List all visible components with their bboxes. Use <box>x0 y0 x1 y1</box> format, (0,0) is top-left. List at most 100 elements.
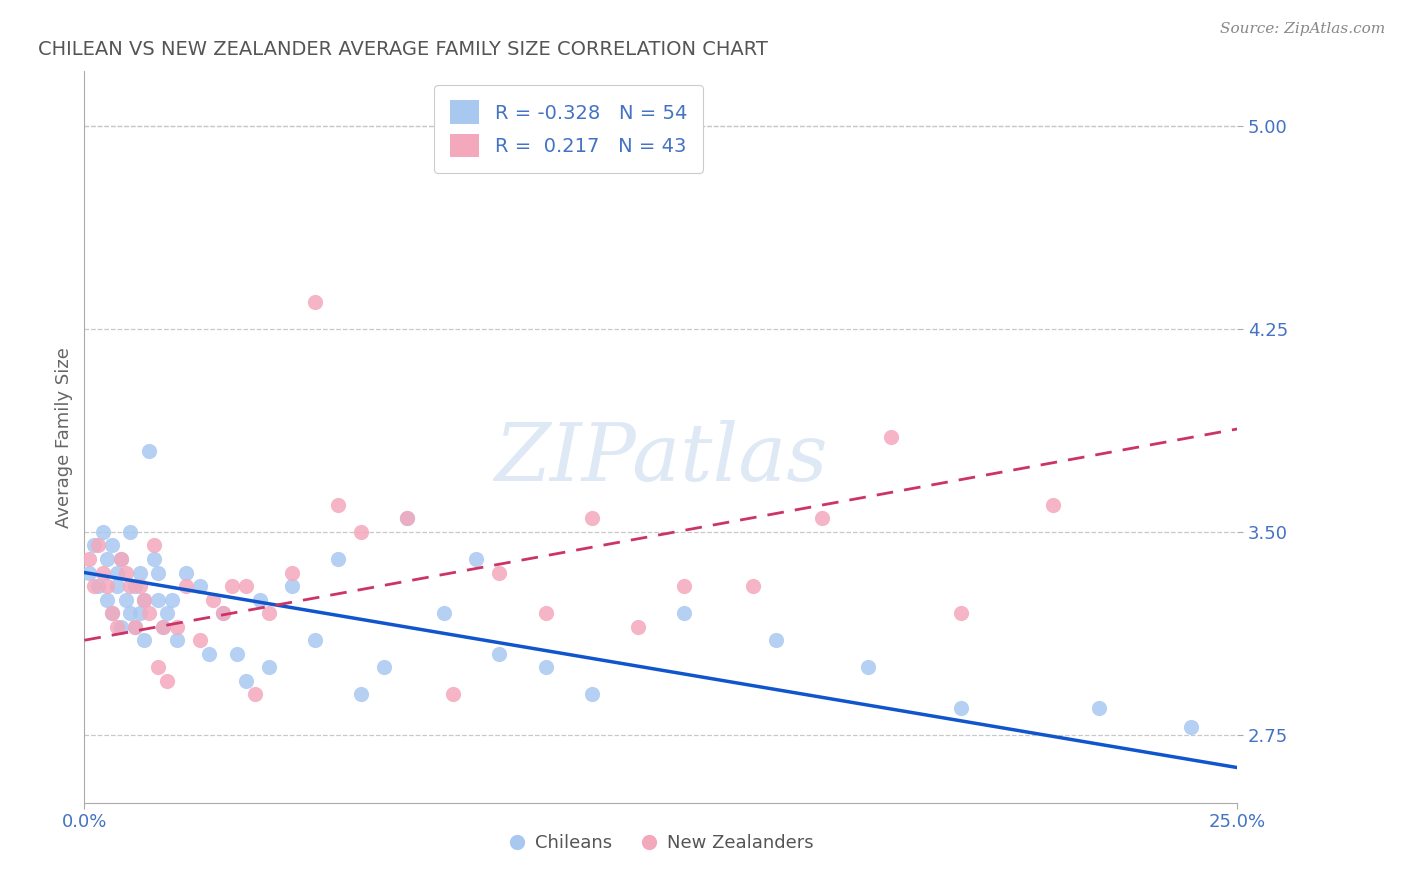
Point <box>128 606 150 620</box>
Point <box>1180 720 1202 734</box>
Point <box>105 579 128 593</box>
Point <box>83 538 105 552</box>
Point <box>174 566 197 580</box>
Point <box>235 579 257 593</box>
Point <box>120 524 142 539</box>
Point <box>1088 701 1111 715</box>
Legend: Chileans, New Zealanders: Chileans, New Zealanders <box>501 827 821 860</box>
Point <box>198 647 221 661</box>
Point <box>166 620 188 634</box>
Point <box>115 592 138 607</box>
Point <box>326 552 349 566</box>
Text: ZIPatlas: ZIPatlas <box>494 420 828 498</box>
Point <box>96 592 118 607</box>
Point <box>105 566 128 580</box>
Point <box>91 566 114 580</box>
Point <box>880 430 903 444</box>
Point <box>433 606 456 620</box>
Point <box>243 688 266 702</box>
Point <box>166 633 188 648</box>
Point <box>146 592 169 607</box>
Point <box>211 606 233 620</box>
Point <box>124 620 146 634</box>
Point <box>110 620 132 634</box>
Point <box>326 498 349 512</box>
Point <box>142 552 165 566</box>
Point <box>101 606 124 620</box>
Point <box>373 660 395 674</box>
Point <box>235 673 257 688</box>
Point <box>120 579 142 593</box>
Point <box>96 552 118 566</box>
Point <box>110 552 132 566</box>
Point <box>174 579 197 593</box>
Point <box>949 701 972 715</box>
Point <box>156 673 179 688</box>
Point <box>396 511 419 525</box>
Point <box>83 579 105 593</box>
Point <box>120 606 142 620</box>
Point <box>124 579 146 593</box>
Point <box>672 606 695 620</box>
Point <box>105 620 128 634</box>
Point <box>396 511 419 525</box>
Point <box>134 592 156 607</box>
Point <box>152 620 174 634</box>
Point <box>91 524 114 539</box>
Point <box>134 592 156 607</box>
Point <box>534 606 557 620</box>
Point <box>146 566 169 580</box>
Point <box>142 538 165 552</box>
Point <box>1042 498 1064 512</box>
Point <box>304 633 326 648</box>
Point <box>350 524 373 539</box>
Point <box>134 633 156 648</box>
Point <box>77 566 100 580</box>
Point <box>211 606 233 620</box>
Point <box>304 294 326 309</box>
Point <box>672 579 695 593</box>
Point <box>138 443 160 458</box>
Point <box>124 620 146 634</box>
Point <box>257 660 280 674</box>
Point <box>128 579 150 593</box>
Point <box>188 633 211 648</box>
Point <box>765 633 787 648</box>
Point <box>146 660 169 674</box>
Point <box>742 579 765 593</box>
Point <box>441 688 464 702</box>
Point <box>811 511 834 525</box>
Point <box>156 606 179 620</box>
Point <box>281 579 304 593</box>
Point <box>221 579 243 593</box>
Point <box>101 538 124 552</box>
Point <box>627 620 650 634</box>
Point <box>77 552 100 566</box>
Point <box>202 592 225 607</box>
Point <box>281 566 304 580</box>
Point <box>101 606 124 620</box>
Point <box>465 552 488 566</box>
Text: CHILEAN VS NEW ZEALANDER AVERAGE FAMILY SIZE CORRELATION CHART: CHILEAN VS NEW ZEALANDER AVERAGE FAMILY … <box>38 39 768 59</box>
Point <box>534 660 557 674</box>
Point <box>350 688 373 702</box>
Point <box>160 592 183 607</box>
Point <box>581 688 603 702</box>
Point <box>96 579 118 593</box>
Text: Source: ZipAtlas.com: Source: ZipAtlas.com <box>1219 22 1385 37</box>
Point <box>488 566 510 580</box>
Point <box>581 511 603 525</box>
Point <box>128 566 150 580</box>
Point <box>858 660 880 674</box>
Point <box>87 579 110 593</box>
Y-axis label: Average Family Size: Average Family Size <box>55 347 73 527</box>
Point <box>488 647 510 661</box>
Point <box>949 606 972 620</box>
Point <box>110 552 132 566</box>
Point <box>257 606 280 620</box>
Point <box>152 620 174 634</box>
Point <box>249 592 271 607</box>
Point <box>87 538 110 552</box>
Point <box>188 579 211 593</box>
Point <box>115 566 138 580</box>
